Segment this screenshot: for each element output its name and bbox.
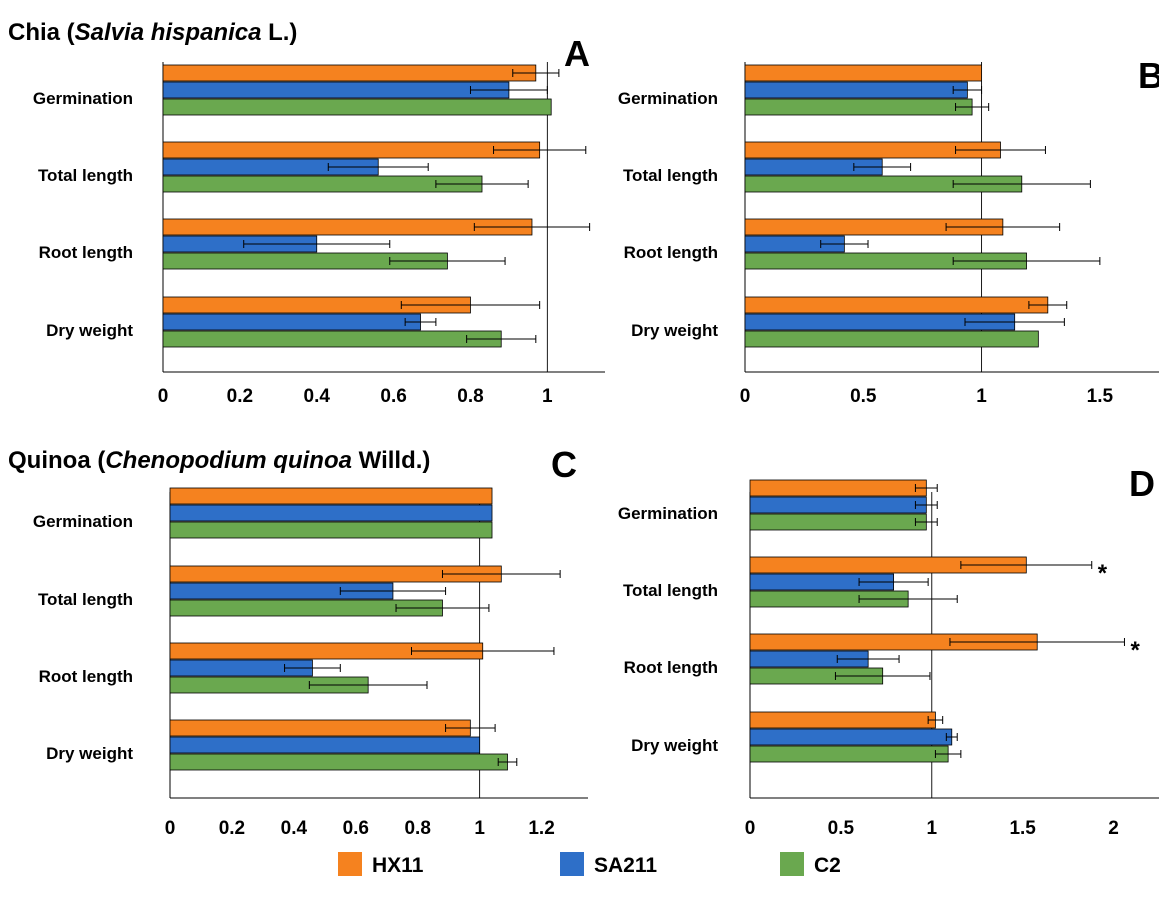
x-tick-label: 0.8 <box>457 386 483 407</box>
legend-label-c2: C2 <box>814 854 841 877</box>
bar-sa211 <box>744 81 968 99</box>
x-tick-label: 1.5 <box>1087 386 1114 407</box>
x-tick-label: 1 <box>474 818 485 839</box>
legend-swatch-sa211 <box>560 852 584 876</box>
x-tick-label: 0 <box>740 386 751 407</box>
category-label: Root length <box>39 243 133 262</box>
panel-a-chart: Germination Total length Root length Dry we… <box>33 62 605 407</box>
bar-sa211 <box>162 313 421 331</box>
bar-hx11 <box>169 719 471 737</box>
chia-heading: Chia (Salvia hispanica L.) <box>8 19 297 46</box>
legend-label-hx11: HX11 <box>372 854 424 877</box>
bar-hx11 <box>744 296 1049 314</box>
category-label: Dry weight <box>46 321 133 340</box>
x-tick-label: 0.2 <box>227 386 253 407</box>
category-label: Dry weight <box>631 736 718 755</box>
x-tick-label: 0.4 <box>281 818 308 839</box>
bar-sa211 <box>749 496 927 514</box>
x-tick-label: 0.6 <box>343 818 369 839</box>
x-tick-label: 0.8 <box>404 818 430 839</box>
legend-label-sa211: SA211 <box>594 854 657 877</box>
bar-c2 <box>749 513 927 531</box>
panel-b-chart: Germination Total length Root length Dry we… <box>618 62 1159 407</box>
bar-c2 <box>162 98 552 116</box>
panel-c-chart: Germination Total length Root length Dry we… <box>33 487 588 839</box>
bar-hx11 <box>749 479 927 497</box>
significance-mark: * <box>1130 637 1140 664</box>
legend-swatch-hx11 <box>338 852 362 876</box>
x-tick-label: 1 <box>976 386 987 407</box>
bar-hx11 <box>162 141 541 159</box>
x-tick-label: 0.2 <box>219 818 245 839</box>
legend-swatch-c2 <box>780 852 804 876</box>
category-label: Root length <box>624 658 718 677</box>
category-label: Root length <box>39 667 133 686</box>
x-tick-label: 1.2 <box>528 818 554 839</box>
bar-c2 <box>162 175 483 193</box>
category-label: Total length <box>38 590 133 609</box>
category-label: Dry weight <box>46 744 133 763</box>
bar-c2 <box>169 521 493 539</box>
x-tick-label: 2 <box>1108 818 1119 839</box>
x-tick-label: 1 <box>926 818 937 839</box>
panel-d-chart: Germination Total length * Root length * Dry … <box>618 479 1159 839</box>
legend: HX11 SA211 C2 <box>338 852 841 877</box>
quinoa-heading: Quinoa (Chenopodium quinoa Willd.) <box>8 447 430 474</box>
x-tick-label: 0.5 <box>850 386 877 407</box>
category-label: Dry weight <box>631 321 718 340</box>
category-label: Total length <box>38 166 133 185</box>
bar-sa211 <box>169 504 493 522</box>
panel-letter-d: D <box>1129 463 1155 504</box>
bar-c2 <box>162 330 502 348</box>
panel-letter-b: B <box>1138 55 1159 96</box>
bar-hx11 <box>169 487 493 505</box>
bar-sa211 <box>162 81 510 99</box>
panel-letter-a: A <box>564 33 590 74</box>
x-tick-label: 0.5 <box>828 818 855 839</box>
category-label: Total length <box>623 166 718 185</box>
bar-c2 <box>744 98 973 116</box>
panel-letter-c: C <box>551 444 577 485</box>
x-tick-label: 0.6 <box>380 386 406 407</box>
category-label: Germination <box>618 89 718 108</box>
bar-sa211 <box>169 736 481 754</box>
bar-hx11 <box>749 711 936 729</box>
x-tick-label: 1 <box>542 386 553 407</box>
significance-mark: * <box>1098 560 1108 587</box>
bar-c2 <box>749 745 949 763</box>
x-tick-label: 0 <box>745 818 756 839</box>
category-label: Root length <box>624 243 718 262</box>
category-label: Germination <box>33 89 133 108</box>
category-label: Germination <box>33 512 133 531</box>
x-tick-label: 0 <box>165 818 176 839</box>
bar-c2 <box>744 330 1039 348</box>
x-tick-label: 0 <box>158 386 169 407</box>
bar-hx11 <box>744 64 982 82</box>
category-label: Germination <box>618 504 718 523</box>
category-label: Total length <box>623 581 718 600</box>
bar-c2 <box>169 753 508 771</box>
x-tick-label: 0.4 <box>304 386 331 407</box>
bar-sa211 <box>749 728 953 746</box>
x-tick-label: 1.5 <box>1009 818 1036 839</box>
bar-hx11 <box>162 64 537 82</box>
